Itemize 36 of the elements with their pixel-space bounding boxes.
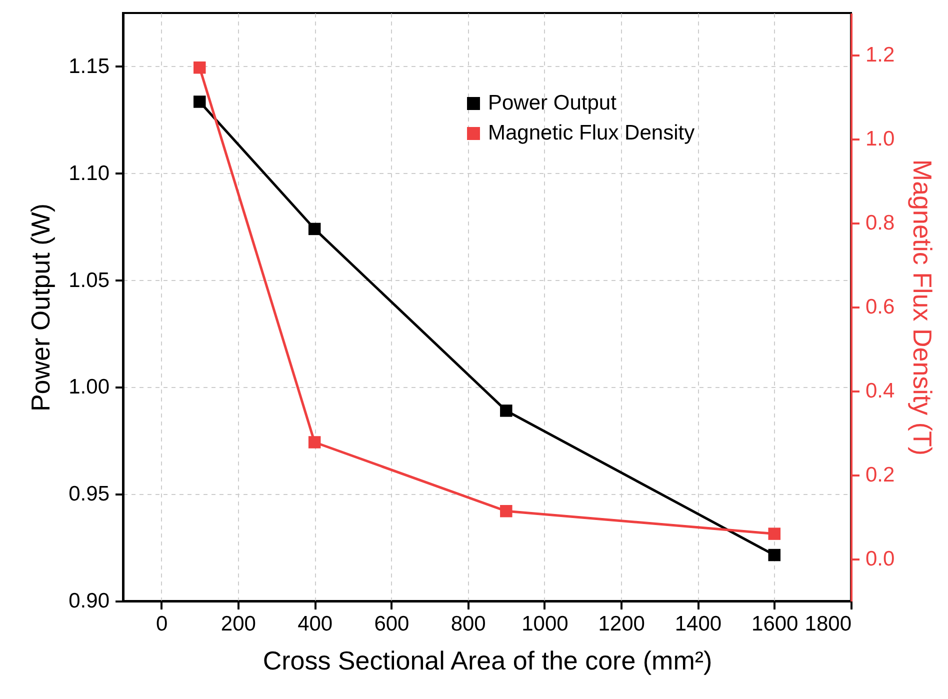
y-tick-label: 1.05 bbox=[68, 268, 110, 292]
legend-label: Magnetic Flux Density bbox=[488, 122, 696, 144]
point bbox=[768, 528, 780, 540]
x-tick-label: 1800 bbox=[804, 612, 852, 636]
x-tick-label: 1600 bbox=[752, 612, 798, 636]
x-tick-label: 800 bbox=[450, 612, 486, 636]
legend-label: Power Output bbox=[488, 92, 617, 114]
y2-tick-label: 0.8 bbox=[866, 212, 895, 234]
x-tick-label: 1000 bbox=[522, 612, 568, 636]
x-tick-label: 400 bbox=[298, 612, 333, 636]
y2-tick-label: 0.0 bbox=[866, 548, 895, 570]
point bbox=[194, 61, 206, 74]
x-tick-label: 1200 bbox=[598, 612, 645, 636]
y2-tick-label: 1.0 bbox=[866, 128, 895, 150]
point bbox=[308, 436, 321, 448]
point bbox=[768, 548, 780, 562]
point bbox=[194, 96, 206, 108]
y-tick-label: 1.00 bbox=[68, 376, 110, 399]
x-tick-label: 200 bbox=[220, 612, 256, 636]
y2-axis-title: Magnetic Flux Density (T) bbox=[908, 159, 938, 456]
y2-tick-label: 0.6 bbox=[866, 296, 895, 318]
y2-tick-label: 1.2 bbox=[866, 44, 895, 66]
y-tick-label: 1.15 bbox=[68, 54, 110, 78]
point bbox=[500, 504, 512, 518]
y-tick-label: 0.90 bbox=[68, 590, 110, 612]
y2-tick-label: 0.2 bbox=[866, 464, 895, 486]
y-tick-label: 1.10 bbox=[68, 162, 110, 185]
x-tick-label: 1400 bbox=[674, 612, 722, 636]
y2-tick-label: 0.4 bbox=[866, 380, 896, 402]
point bbox=[308, 222, 321, 236]
x-tick-label: 600 bbox=[374, 612, 410, 636]
x-axis-title: Cross Sectional Area of the core (mm²) bbox=[262, 646, 712, 676]
y-axis-title: Power Output (W) bbox=[26, 203, 56, 412]
x-tick-label: 0 bbox=[156, 612, 168, 636]
y-tick-label: 0.95 bbox=[68, 482, 110, 506]
point bbox=[500, 404, 512, 417]
